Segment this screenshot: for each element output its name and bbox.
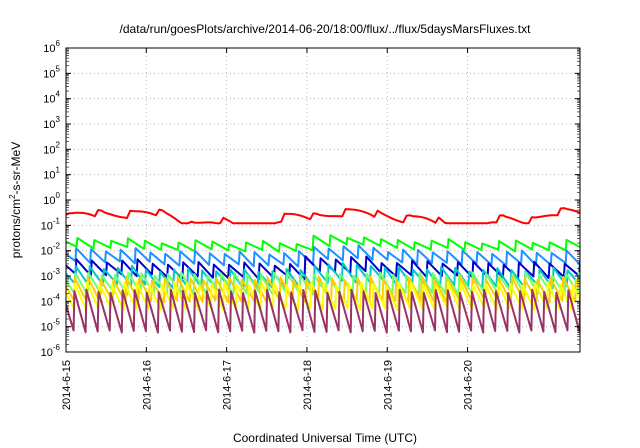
x-tick-label: 2014-6-20 [463,360,475,410]
series-line-1 [66,207,580,225]
y-axis: 10-6 10-5 10-4 10-3 10-2 10-1 100 101 102 103 104 1… [41,39,580,359]
y-tick-label: 10-5 [41,318,61,334]
y-tick-label: 10-2 [41,242,61,258]
y-tick-label: 101 [43,166,60,182]
plot-area [66,207,580,334]
y-tick-label: 103 [43,115,60,131]
y-tick-label: 10-6 [41,343,61,359]
y-tick-label: 100 [43,191,60,207]
x-tick-label: 2014-6-18 [302,360,314,410]
x-axis-label: Coordinated Universal Time (UTC) [233,431,417,445]
grid [66,48,580,352]
y-tick-label: 10-3 [41,267,61,283]
series-layer [66,207,580,334]
chart-title: /data/run/goesPlots/archive/2014-06-20/1… [120,22,532,36]
series-line-9 [66,288,580,334]
x-axis: 2014-6-15 2014-6-16 2014-6-17 2014-6-18 2014… [61,48,475,410]
y-tick-label: 105 [43,64,60,80]
x-tick-label: 2014-6-15 [61,360,73,410]
x-tick-label: 2014-6-17 [222,360,234,410]
y-tick-label: 10-4 [41,292,61,308]
x-tick-label: 2014-6-19 [382,360,394,410]
series-line-3 [66,244,580,268]
y-tick-label: 10-1 [41,216,61,232]
x-tick-label: 2014-6-16 [141,360,153,410]
y-axis-label: protons/cm2-s-sr-MeV [8,142,23,258]
series-line-2 [66,234,580,253]
y-tick-label: 104 [43,90,60,106]
y-tick-label: 102 [43,140,60,156]
y-tick-label: 106 [43,39,60,55]
